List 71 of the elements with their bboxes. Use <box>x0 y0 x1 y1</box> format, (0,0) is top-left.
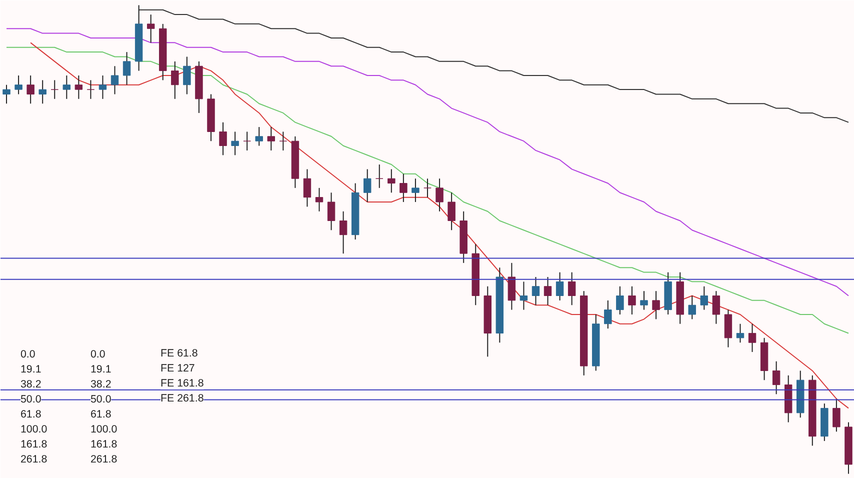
candlestick <box>736 323 744 344</box>
annotation: FE 127 <box>160 362 195 374</box>
candlestick <box>688 295 696 320</box>
candlestick <box>315 187 324 212</box>
candlestick <box>700 286 708 310</box>
candlestick <box>38 80 46 104</box>
candlestick <box>171 60 179 100</box>
candlestick <box>604 300 612 330</box>
annotation: 38.2 <box>20 378 42 390</box>
candlestick <box>339 210 348 254</box>
candlestick <box>748 323 756 352</box>
candlestick <box>616 286 624 315</box>
candlestick <box>50 80 58 100</box>
annotation: 100.0 <box>20 424 48 436</box>
candlestick <box>74 74 83 100</box>
candlestick <box>98 74 107 100</box>
annotation: 161.8 <box>90 438 118 450</box>
annotation: 261.8 <box>90 454 118 466</box>
annotation: FE 261.8 <box>160 392 204 404</box>
candlestick <box>400 173 408 203</box>
candlestick <box>544 276 552 306</box>
annotation: 61.8 <box>90 408 112 420</box>
annotation: FE 61.8 <box>160 348 198 360</box>
candlestick <box>146 14 155 44</box>
candlestick <box>303 168 312 208</box>
candlestick <box>508 262 516 310</box>
annotation: 61.8 <box>20 408 42 420</box>
candlestick <box>520 281 528 310</box>
annotation: 38.2 <box>90 378 112 390</box>
candlestick <box>26 74 34 104</box>
annotation: 100.0 <box>90 424 118 436</box>
annotation: 50.0 <box>20 394 42 406</box>
candlestick <box>412 178 420 203</box>
candlestick <box>219 122 227 156</box>
candlestick <box>652 290 660 320</box>
candlestick <box>712 290 720 324</box>
candlestick <box>267 126 275 151</box>
candlestick <box>628 286 636 315</box>
annotation: 261.8 <box>20 454 48 466</box>
candlestick <box>122 52 131 86</box>
candlestick <box>62 74 71 100</box>
candlestick <box>424 178 432 198</box>
candlestick <box>640 290 648 310</box>
annotation: 19.1 <box>90 364 112 376</box>
candlestick <box>556 272 564 301</box>
annotation: FE 161.8 <box>160 378 204 390</box>
candlestick <box>436 178 444 212</box>
candlestick <box>14 74 22 95</box>
annotation: 19.1 <box>20 364 42 376</box>
candlestick <box>255 126 263 146</box>
candlestick <box>724 309 732 348</box>
candlestick <box>2 84 10 104</box>
annotation: 50.0 <box>90 394 112 406</box>
annotation: 0.0 <box>90 348 106 360</box>
candlestick <box>448 192 456 231</box>
candlestick <box>364 168 372 203</box>
candlestick <box>243 131 251 151</box>
candlestick <box>832 398 840 432</box>
candlestick <box>183 56 191 95</box>
candlestick <box>327 192 336 231</box>
candlestick <box>388 168 396 194</box>
candlestick <box>532 276 540 306</box>
candlestick <box>772 360 780 395</box>
candlestick <box>231 131 239 156</box>
candlestick <box>279 131 288 151</box>
annotation: 0.0 <box>20 348 36 360</box>
candlestick <box>110 66 119 95</box>
candlestick <box>568 272 576 306</box>
candlestick <box>86 80 95 100</box>
candlestick <box>376 164 384 188</box>
annotation: 161.8 <box>20 438 48 450</box>
